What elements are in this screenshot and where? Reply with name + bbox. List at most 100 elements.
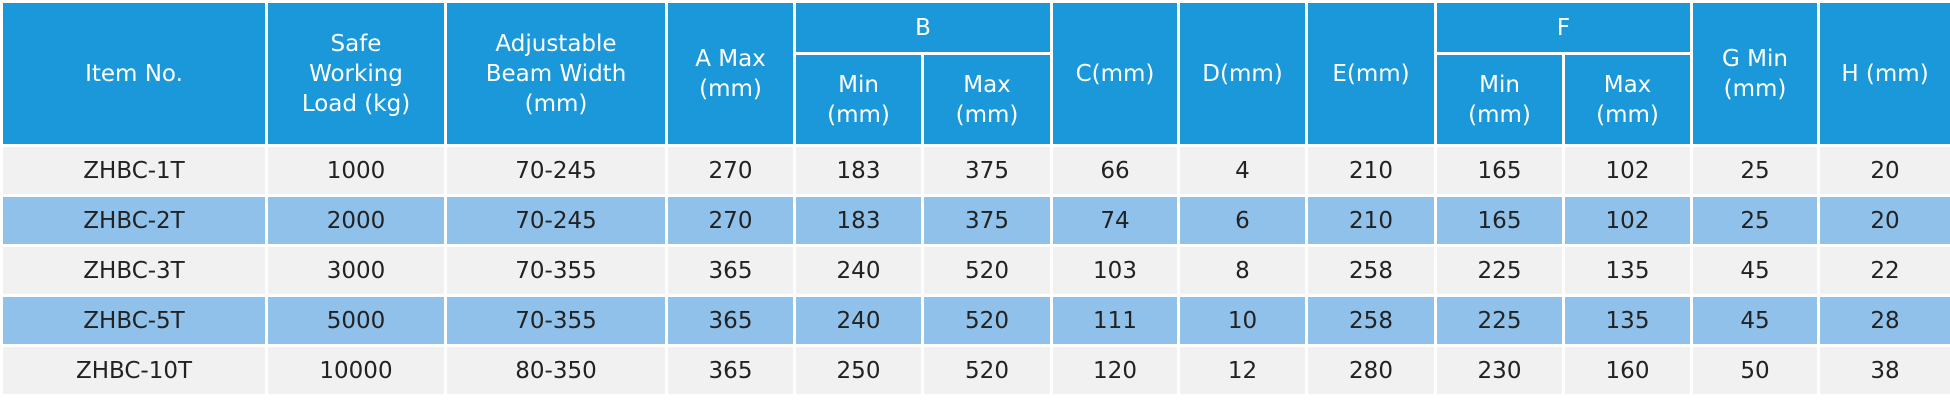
table-row: ZHBC-5T 5000 70-355 365 240 520 111 10 258 225 135… [0, 294, 1950, 347]
header-line: A Max [695, 45, 766, 72]
table-cell: 120 [1050, 344, 1180, 397]
header-line: (mm) [1723, 75, 1787, 102]
table-cell: 258 [1305, 294, 1437, 347]
header-line: (mm) [955, 101, 1019, 128]
header-cell: E(mm) [1305, 0, 1437, 147]
header-cell: Max (mm) [921, 52, 1053, 147]
table-cell: 45 [1690, 294, 1821, 347]
table-cell: 375 [921, 144, 1053, 197]
table-cell: ZHBC-10T [0, 344, 268, 397]
table-cell: 2000 [265, 194, 447, 247]
header-cell: B [793, 0, 1053, 55]
table-cell: 38 [1817, 344, 1950, 397]
header-cell: F [1433, 0, 1694, 55]
table-cell: 70-355 [444, 244, 668, 297]
table-cell: 520 [921, 344, 1053, 397]
table-cell: 70-355 [444, 294, 668, 347]
header-cell: Min (mm) [1434, 52, 1565, 147]
header-cell: Min (mm) [793, 52, 924, 147]
table-cell: 1000 [265, 144, 447, 197]
table-cell: 210 [1305, 194, 1437, 247]
header-cell: A Max (mm) [665, 0, 796, 147]
table-cell: 70-245 [444, 194, 668, 247]
table-cell: 10000 [265, 344, 447, 397]
header-line: (mm) [827, 101, 890, 128]
table-cell: 280 [1305, 344, 1437, 397]
table-cell: 4 [1177, 144, 1308, 197]
table-cell: 50 [1690, 344, 1821, 397]
table-cell: 165 [1434, 194, 1565, 247]
table-cell: 240 [793, 244, 924, 297]
header-cell: Adjustable Beam Width (mm) [444, 0, 668, 147]
table-cell: 230 [1434, 344, 1565, 397]
header-cell: G Min (mm) [1690, 0, 1821, 147]
table-cell: 160 [1561, 344, 1694, 397]
table-cell: 20 [1817, 194, 1950, 247]
table-cell: 365 [665, 244, 796, 297]
table-cell: ZHBC-2T [0, 194, 268, 247]
table-cell: 365 [665, 344, 796, 397]
table-cell: 6 [1177, 194, 1308, 247]
header-line: Safe [330, 30, 382, 57]
table-body: ZHBC-1T 1000 70-245 270 183 375 66 4 210 165 102 25… [0, 144, 1950, 397]
table-cell: 5000 [265, 294, 447, 347]
header-line: Working [309, 60, 403, 87]
table-cell: ZHBC-1T [0, 144, 268, 197]
header-line: (mm) [1596, 101, 1659, 128]
table-cell: 12 [1177, 344, 1308, 397]
header-cell: C(mm) [1050, 0, 1180, 147]
header-line: Min [1479, 71, 1520, 98]
table-cell: 183 [793, 144, 924, 197]
header-cell: Max (mm) [1561, 52, 1694, 147]
table-cell: 45 [1690, 244, 1821, 297]
table-cell: 111 [1050, 294, 1180, 347]
table-cell: 365 [665, 294, 796, 347]
header-line: Load (kg) [301, 90, 411, 117]
spec-table: Item No. Safe Working Load (kg) Adjustable… [0, 0, 1950, 397]
table-cell: 3000 [265, 244, 447, 297]
table-cell: ZHBC-5T [0, 294, 268, 347]
header-line: (mm) [524, 90, 588, 117]
table-cell: 210 [1305, 144, 1437, 197]
table-cell: 165 [1434, 144, 1565, 197]
header-line: Min [838, 71, 879, 98]
table-cell: 10 [1177, 294, 1308, 347]
header-line: (mm) [699, 75, 762, 102]
table-row: ZHBC-3T 3000 70-355 365 240 520 103 8 258 225 135 4… [0, 244, 1950, 297]
table-cell: 103 [1050, 244, 1180, 297]
table-cell: 258 [1305, 244, 1437, 297]
table-cell: 520 [921, 244, 1053, 297]
table-cell: 240 [793, 294, 924, 347]
header-line: G Min [1722, 45, 1788, 72]
header-line: Max [1603, 71, 1652, 98]
header-cell: H (mm) [1817, 0, 1950, 147]
table-cell: 250 [793, 344, 924, 397]
table-row: ZHBC-10T 10000 80-350 365 250 520 120 12 280 230 1… [0, 344, 1950, 397]
table-cell: 270 [665, 194, 796, 247]
table-cell: 102 [1561, 144, 1694, 197]
table-cell: 25 [1690, 194, 1821, 247]
table-cell: 135 [1561, 294, 1694, 347]
table-row: ZHBC-1T 1000 70-245 270 183 375 66 4 210 165 102 25… [0, 144, 1950, 197]
header-line: Adjustable [495, 30, 617, 57]
table-cell: 74 [1050, 194, 1180, 247]
header-cell: Safe Working Load (kg) [265, 0, 447, 147]
table-cell: 270 [665, 144, 796, 197]
header-line: Beam Width [485, 60, 627, 87]
table-cell: 80-350 [444, 344, 668, 397]
header-line: Max [963, 71, 1011, 98]
table-cell: 66 [1050, 144, 1180, 197]
table-cell: 225 [1434, 244, 1565, 297]
table-cell: 28 [1817, 294, 1950, 347]
table-cell: 102 [1561, 194, 1694, 247]
header-cell: D(mm) [1177, 0, 1308, 147]
table-cell: 22 [1817, 244, 1950, 297]
table-cell: 135 [1561, 244, 1694, 297]
table-cell: 25 [1690, 144, 1821, 197]
table-cell: 70-245 [444, 144, 668, 197]
table-cell: 20 [1817, 144, 1950, 197]
table-cell: ZHBC-3T [0, 244, 268, 297]
header-line: (mm) [1468, 101, 1531, 128]
table-cell: 183 [793, 194, 924, 247]
